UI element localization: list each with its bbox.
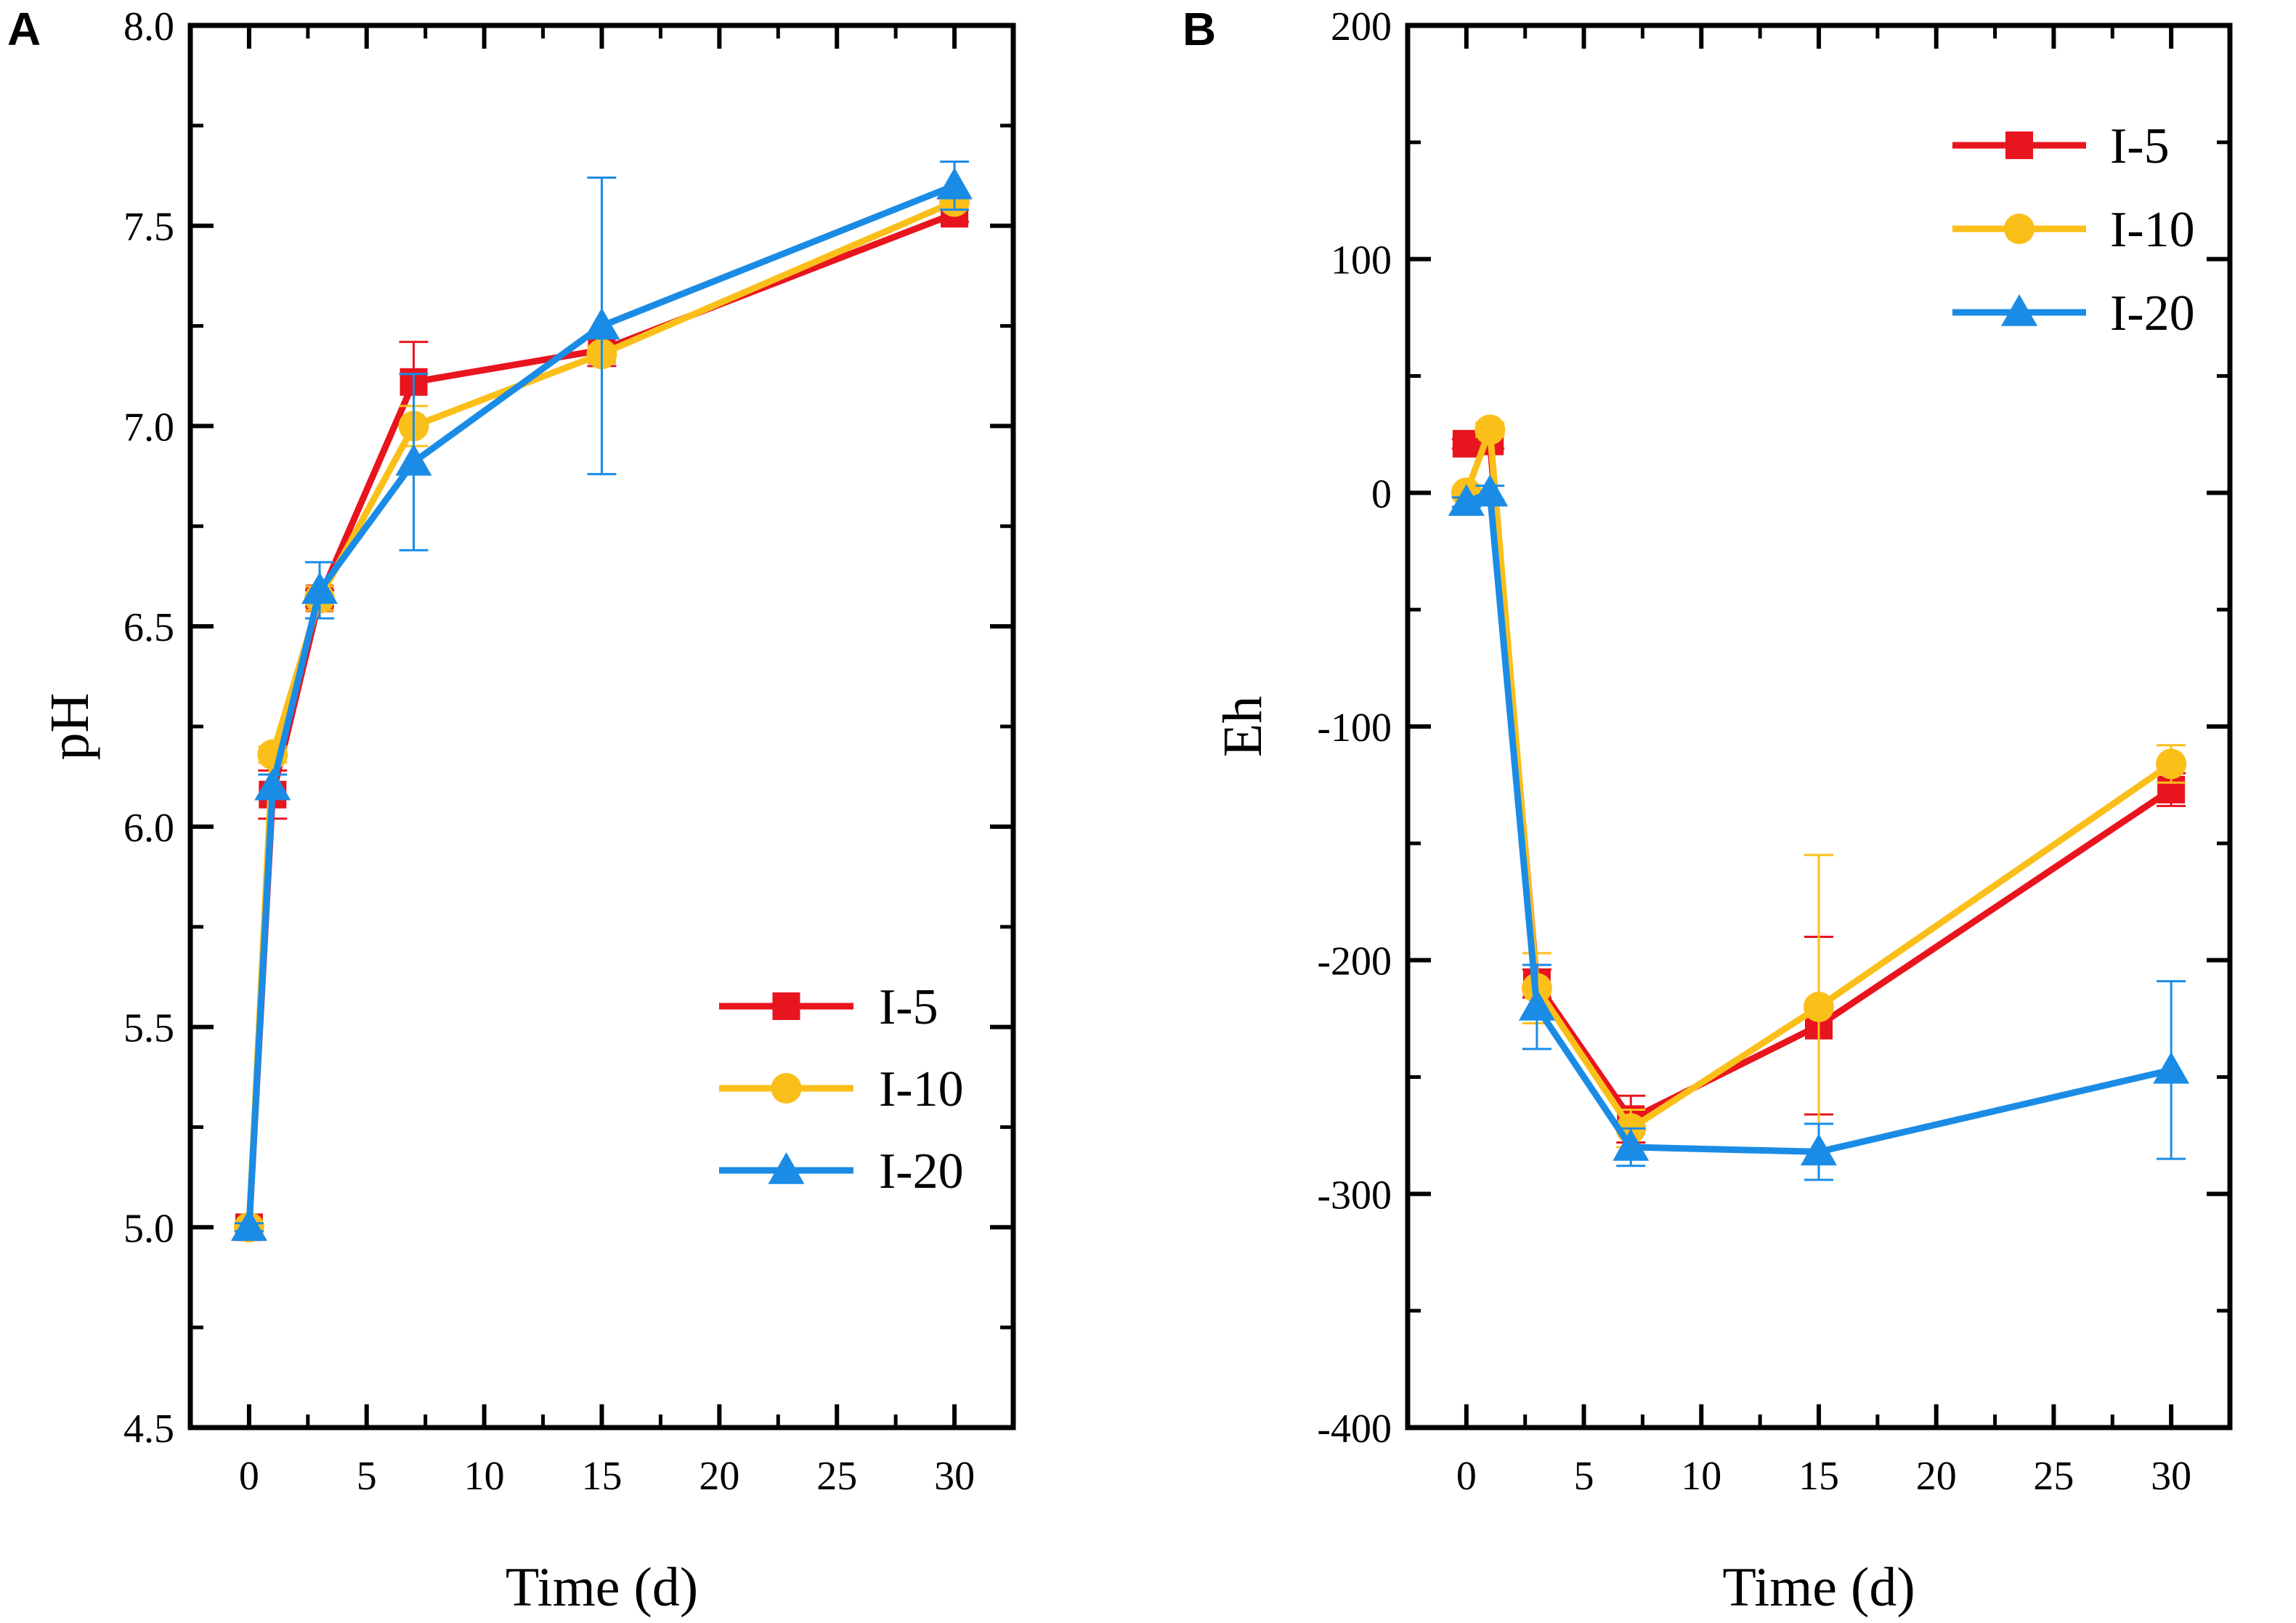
legend-marker [2001, 294, 2037, 326]
legend-marker [771, 1073, 802, 1104]
panel-a-chart: 4.5 5.0 5.5 6.0 6.5 7.0 7.5 8.0 0 5 10 15 20 25 30 Time… [39, 4, 1016, 1618]
data-point [1472, 474, 1509, 507]
series-line [246, 182, 956, 1228]
y-tick-label: -100 [1317, 705, 1392, 750]
x-tick-label: 5 [1574, 1454, 1594, 1499]
legend-label: I-10 [879, 1061, 964, 1117]
x-tick-label: 20 [1916, 1454, 1957, 1499]
legend-label: I-5 [2110, 118, 2170, 174]
data-point [1613, 1129, 1650, 1161]
legend-marker [2005, 131, 2033, 159]
x-tick-label: 0 [239, 1454, 259, 1499]
x-tick-label: 20 [699, 1454, 739, 1499]
x-tick-label: 10 [1681, 1454, 1721, 1499]
y-tick-label: 8.0 [123, 4, 174, 49]
legend-marker [772, 992, 800, 1020]
x-axis-title: Time (d) [1722, 1557, 1915, 1618]
data-point [2156, 748, 2187, 780]
data-point [301, 572, 338, 604]
y-axis-title: pH [39, 693, 100, 761]
data-point [1518, 989, 1555, 1021]
legend-label: I-20 [2110, 286, 2195, 341]
y-tick-label: 100 [1331, 238, 1392, 283]
data-point [1474, 414, 1506, 445]
y-tick-label: 6.0 [123, 806, 174, 851]
y-tick-label: -200 [1317, 939, 1392, 984]
data-point [230, 1209, 267, 1242]
y-tick-label: 5.0 [123, 1206, 174, 1251]
x-tick-label: 0 [1456, 1454, 1477, 1499]
data-point [2153, 1051, 2190, 1084]
x-tick-label: 25 [2033, 1454, 2074, 1499]
y-tick-label: 6.5 [123, 605, 174, 650]
panel-b-letter: B [1183, 3, 1216, 55]
x-tick-label: 15 [582, 1454, 622, 1499]
legend: I-5 I-10 I-20 [719, 979, 964, 1199]
x-tick-label: 10 [464, 1454, 505, 1499]
panel-b-chart: -400 -300 -200 -100 0 100 200 0 5 10 15 20 25 30 Time … [1212, 4, 2233, 1618]
y-tick-label: -300 [1317, 1173, 1392, 1218]
legend-marker [768, 1152, 805, 1184]
legend-label: I-10 [2110, 202, 2195, 258]
series-I-10 [1451, 414, 2187, 1160]
plot-frame [1405, 23, 2233, 1430]
panel-a-letter: A [7, 3, 41, 55]
data-point [1448, 484, 1485, 516]
y-tick-label: 5.5 [123, 1006, 174, 1051]
series-I-20 [1448, 474, 2190, 1181]
y-tick-label: -400 [1317, 1407, 1392, 1452]
y-tick-label: 7.5 [123, 205, 174, 250]
series-I-20 [230, 160, 973, 1242]
data-point [254, 768, 291, 801]
data-point [583, 307, 620, 340]
data-point [1801, 1133, 1837, 1166]
x-tick-label: 5 [357, 1454, 377, 1499]
x-tick-label: 30 [934, 1454, 975, 1499]
legend-label: I-5 [879, 979, 938, 1035]
x-tick-label: 15 [1798, 1454, 1839, 1499]
y-tick-label: 7.0 [123, 405, 174, 450]
x-axis-title: Time (d) [506, 1557, 698, 1618]
x-tick-label: 25 [816, 1454, 857, 1499]
y-tick-label: 4.5 [123, 1407, 174, 1452]
y-tick-label: 200 [1331, 4, 1392, 49]
data-point [395, 444, 432, 476]
legend-label: I-20 [879, 1144, 964, 1199]
legend-marker [2004, 214, 2035, 244]
y-tick-label: 0 [1371, 471, 1392, 517]
x-tick-label: 30 [2151, 1454, 2191, 1499]
data-point [936, 167, 973, 200]
data-point [1804, 992, 1834, 1022]
legend: I-5 I-10 I-20 [1952, 118, 2195, 341]
y-axis-title: Eh [1212, 696, 1273, 757]
